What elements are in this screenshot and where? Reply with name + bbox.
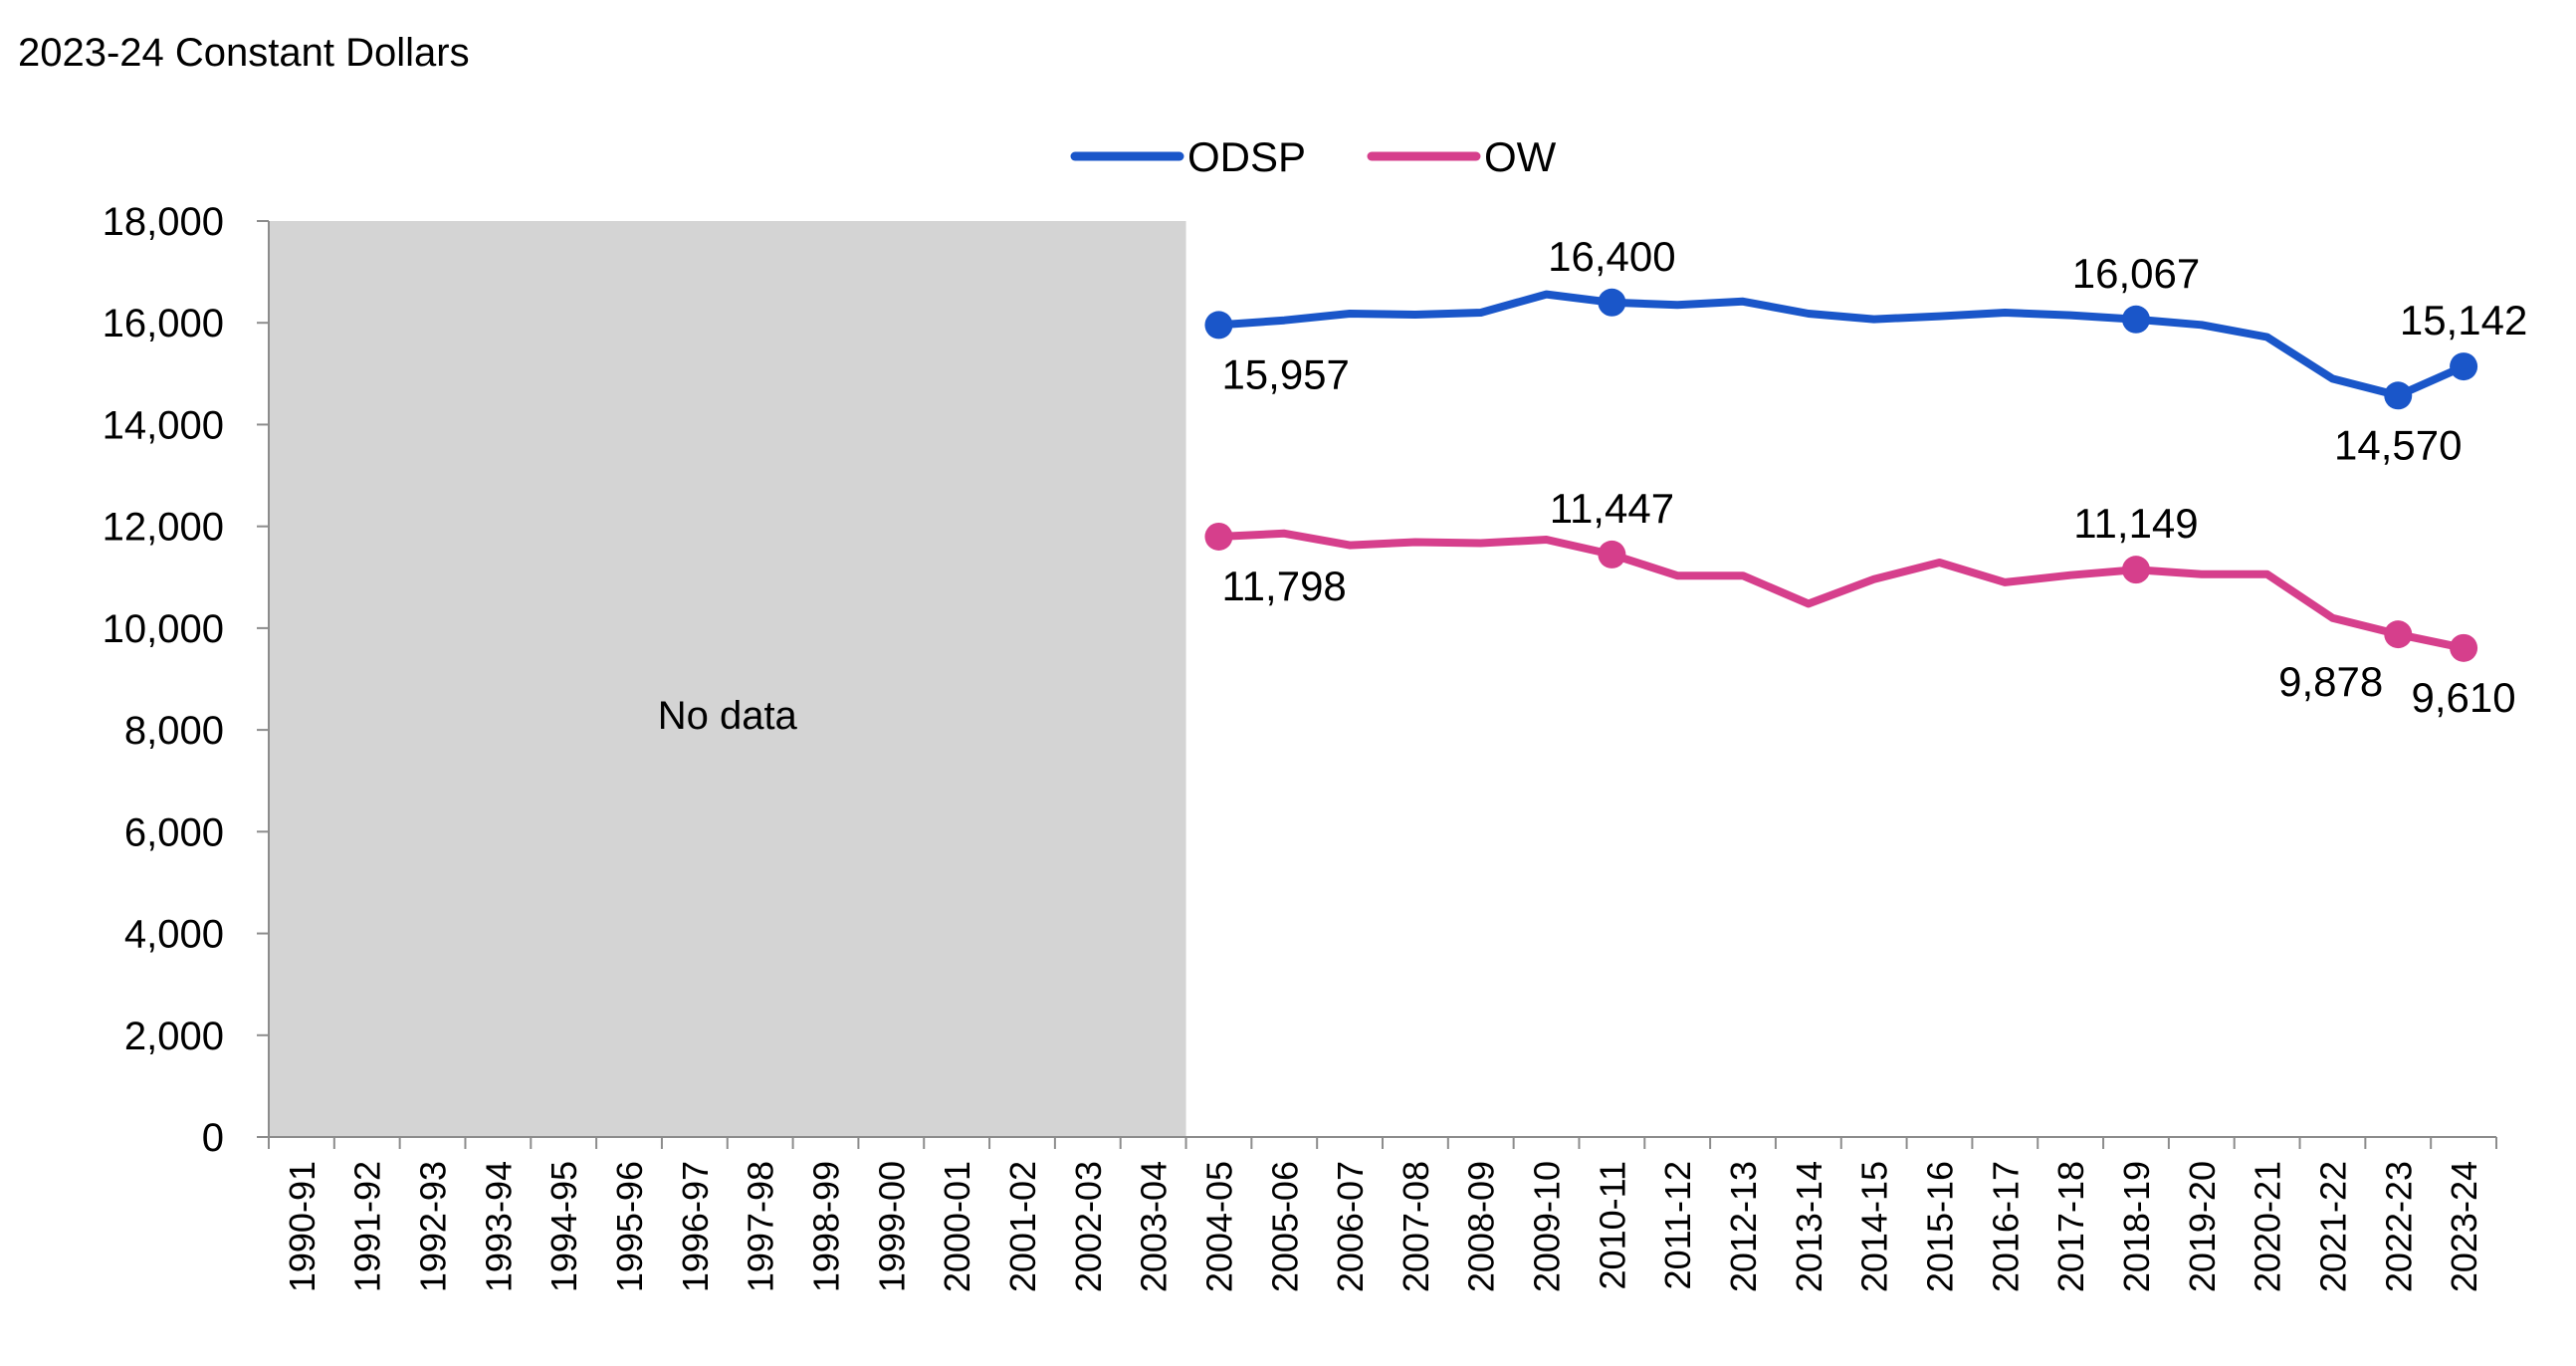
x-tick-label: 2015-16 xyxy=(1920,1161,1961,1292)
y-tick-label: 6,000 xyxy=(124,810,224,854)
legend-label-ow: OW xyxy=(1484,133,1557,180)
data-label-ow: 11,798 xyxy=(1221,563,1346,609)
x-tick-label: 2003-04 xyxy=(1134,1161,1175,1292)
data-label-ow: 11,149 xyxy=(2073,500,2198,547)
x-tick-label: 2014-15 xyxy=(1854,1161,1895,1292)
x-tick-label: 2023-24 xyxy=(2444,1161,2484,1292)
data-label-ow: 9,610 xyxy=(2412,674,2516,721)
no-data-region: No data xyxy=(270,221,1186,1137)
x-tick-label: 1993-94 xyxy=(478,1161,519,1292)
x-tick-label: 1991-92 xyxy=(347,1161,388,1292)
x-tick-label: 1995-96 xyxy=(609,1161,650,1292)
y-tick-label: 18,000 xyxy=(103,200,224,244)
y-tick-label: 2,000 xyxy=(124,1015,224,1058)
x-tick-label: 1999-00 xyxy=(871,1161,912,1292)
x-axis-ticks: 1990-91 1991-92 1992-93 1993-94 1994-95 1995-… xyxy=(268,1137,2497,1292)
x-tick-label: 2013-14 xyxy=(1789,1161,1829,1292)
x-tick-label: 2021-22 xyxy=(2312,1161,2353,1292)
x-tick-label: 2007-08 xyxy=(1395,1161,1436,1292)
x-tick-label: 2017-18 xyxy=(2050,1161,2091,1292)
x-tick-label: 2020-21 xyxy=(2248,1161,2288,1292)
chart-unit-label: 2023-24 Constant Dollars xyxy=(18,31,470,75)
data-point-odsp xyxy=(2121,305,2150,334)
y-tick-label: 10,000 xyxy=(103,607,224,651)
data-point-ow xyxy=(2121,556,2150,584)
x-tick-label: 2011-12 xyxy=(1657,1161,1698,1289)
data-label-odsp: 16,400 xyxy=(1548,233,1675,280)
y-tick-label: 16,000 xyxy=(103,302,224,345)
x-tick-label: 1997-98 xyxy=(741,1161,781,1292)
y-tick-label: 14,000 xyxy=(103,403,224,447)
no-data-area xyxy=(270,221,1186,1137)
x-tick-label: 2022-23 xyxy=(2378,1161,2419,1292)
series-lines xyxy=(1214,290,2469,652)
data-point-ow xyxy=(2450,633,2478,662)
series-markers xyxy=(1204,288,2478,662)
y-tick-label: 4,000 xyxy=(124,913,224,957)
no-data-label: No data xyxy=(658,694,798,738)
legend-label-odsp: ODSP xyxy=(1187,133,1306,180)
y-tick-label: 8,000 xyxy=(124,709,224,753)
data-point-ow xyxy=(1598,540,1626,569)
x-tick-label: 1990-91 xyxy=(282,1161,322,1292)
x-tick-label: 2001-02 xyxy=(1002,1161,1043,1292)
x-tick-label: 1998-99 xyxy=(806,1161,847,1292)
series-line-odsp xyxy=(1214,290,2469,400)
y-tick-label: 12,000 xyxy=(103,506,224,550)
data-label-odsp: 14,570 xyxy=(2334,421,2462,468)
x-tick-label: 1992-93 xyxy=(413,1161,454,1292)
series-line-ow xyxy=(1214,529,2469,652)
x-tick-label: 2009-10 xyxy=(1527,1161,1568,1292)
x-tick-label: 1996-97 xyxy=(675,1161,716,1292)
data-point-ow xyxy=(2384,620,2413,649)
x-tick-label: 2002-03 xyxy=(1068,1161,1109,1292)
y-axis-ticks: 0 2,000 4,000 6,000 8,000 10,000 12,000 14,000 1… xyxy=(103,200,269,1160)
data-label-ow: 11,447 xyxy=(1550,485,1674,532)
data-point-odsp xyxy=(2384,381,2413,410)
x-tick-label: 2012-13 xyxy=(1723,1161,1764,1292)
x-tick-label: 2019-20 xyxy=(2182,1161,2223,1292)
x-tick-label: 2000-01 xyxy=(937,1161,977,1292)
data-label-odsp: 16,067 xyxy=(2072,250,2200,297)
y-tick-label: 0 xyxy=(202,1116,224,1160)
data-label-ow: 9,878 xyxy=(2278,658,2383,705)
data-label-odsp: 15,957 xyxy=(1221,350,1349,397)
x-tick-label: 2010-11 xyxy=(1592,1161,1632,1289)
x-tick-label: 2008-09 xyxy=(1461,1161,1502,1292)
x-tick-label: 2006-07 xyxy=(1330,1161,1371,1292)
x-tick-label: 2005-06 xyxy=(1264,1161,1305,1292)
x-tick-label: 2018-19 xyxy=(2116,1161,2157,1292)
data-point-odsp xyxy=(2450,352,2478,381)
data-point-ow xyxy=(1204,522,1233,551)
data-label-odsp: 15,142 xyxy=(2400,297,2527,343)
x-tick-label: 1994-95 xyxy=(543,1161,584,1292)
data-point-odsp xyxy=(1204,311,1233,340)
x-tick-label: 2004-05 xyxy=(1198,1161,1239,1292)
x-tick-label: 2016-17 xyxy=(1985,1161,2026,1292)
legend: ODSP OW xyxy=(1070,133,1557,180)
data-labels: 15,957 16,400 16,067 14,570 15,142 11,798 11,4… xyxy=(1221,233,2527,721)
data-point-odsp xyxy=(1598,288,1626,317)
